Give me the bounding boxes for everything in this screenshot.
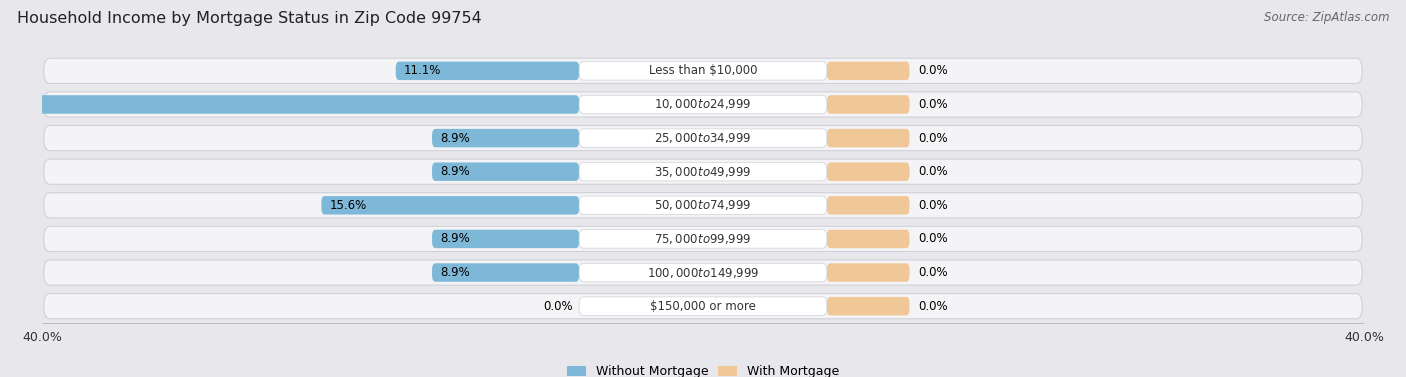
FancyBboxPatch shape [44,193,1362,218]
FancyBboxPatch shape [44,58,1362,83]
FancyBboxPatch shape [579,95,827,114]
FancyBboxPatch shape [579,263,827,282]
Text: 8.9%: 8.9% [440,266,470,279]
FancyBboxPatch shape [827,196,910,215]
Text: 8.9%: 8.9% [440,232,470,245]
FancyBboxPatch shape [579,230,827,248]
FancyBboxPatch shape [827,297,910,316]
FancyBboxPatch shape [432,263,579,282]
FancyBboxPatch shape [827,129,910,147]
FancyBboxPatch shape [322,196,579,215]
Text: 0.0%: 0.0% [918,98,948,111]
FancyBboxPatch shape [44,226,1362,251]
FancyBboxPatch shape [579,129,827,147]
Text: 0.0%: 0.0% [918,64,948,77]
Text: $35,000 to $49,999: $35,000 to $49,999 [654,165,752,179]
Text: Less than $10,000: Less than $10,000 [648,64,758,77]
FancyBboxPatch shape [44,260,1362,285]
Text: $100,000 to $149,999: $100,000 to $149,999 [647,265,759,279]
FancyBboxPatch shape [44,92,1362,117]
FancyBboxPatch shape [395,61,579,80]
FancyBboxPatch shape [827,230,910,248]
Text: 0.0%: 0.0% [918,266,948,279]
Text: 11.1%: 11.1% [404,64,441,77]
Text: Household Income by Mortgage Status in Zip Code 99754: Household Income by Mortgage Status in Z… [17,11,482,26]
Text: Source: ZipAtlas.com: Source: ZipAtlas.com [1264,11,1389,24]
FancyBboxPatch shape [432,162,579,181]
Text: 8.9%: 8.9% [440,165,470,178]
Text: $75,000 to $99,999: $75,000 to $99,999 [654,232,752,246]
Text: 0.0%: 0.0% [543,300,572,313]
Text: $25,000 to $34,999: $25,000 to $34,999 [654,131,752,145]
Text: 0.0%: 0.0% [918,232,948,245]
FancyBboxPatch shape [44,126,1362,151]
FancyBboxPatch shape [44,294,1362,319]
FancyBboxPatch shape [579,297,827,316]
Text: 0.0%: 0.0% [918,132,948,145]
FancyBboxPatch shape [579,196,827,215]
FancyBboxPatch shape [827,162,910,181]
Text: 0.0%: 0.0% [918,300,948,313]
FancyBboxPatch shape [44,159,1362,184]
FancyBboxPatch shape [432,230,579,248]
Text: 0.0%: 0.0% [918,165,948,178]
Text: 15.6%: 15.6% [329,199,367,212]
FancyBboxPatch shape [579,162,827,181]
FancyBboxPatch shape [0,95,579,114]
FancyBboxPatch shape [827,263,910,282]
Text: 8.9%: 8.9% [440,132,470,145]
Text: $10,000 to $24,999: $10,000 to $24,999 [654,98,752,112]
Legend: Without Mortgage, With Mortgage: Without Mortgage, With Mortgage [562,360,844,377]
FancyBboxPatch shape [827,61,910,80]
Text: $150,000 or more: $150,000 or more [650,300,756,313]
Text: 0.0%: 0.0% [918,199,948,212]
FancyBboxPatch shape [432,129,579,147]
FancyBboxPatch shape [827,95,910,114]
Text: $50,000 to $74,999: $50,000 to $74,999 [654,198,752,212]
FancyBboxPatch shape [579,61,827,80]
